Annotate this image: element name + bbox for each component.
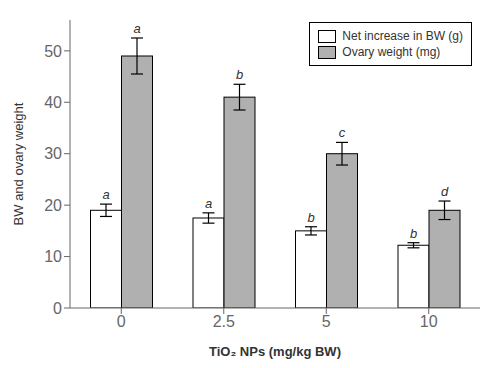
svg-text:a: a (205, 196, 212, 211)
svg-text:0: 0 (117, 313, 126, 330)
svg-text:b: b (307, 210, 314, 225)
svg-text:2.5: 2.5 (213, 313, 235, 330)
svg-text:b: b (236, 67, 243, 82)
svg-text:b: b (410, 226, 417, 241)
svg-text:0: 0 (53, 300, 62, 317)
svg-text:d: d (441, 184, 449, 199)
svg-text:10: 10 (44, 248, 62, 265)
svg-text:10: 10 (420, 313, 438, 330)
svg-text:a: a (133, 21, 140, 36)
html-text:Net increase in BW (g): Net increase in BW (g) (342, 29, 463, 43)
svg-text:5: 5 (322, 313, 331, 330)
svg-text:c: c (339, 125, 346, 140)
svg-text:BW and ovary weight: BW and ovary weight (11, 102, 26, 225)
svg-text:50: 50 (44, 43, 62, 60)
svg-text:a: a (102, 187, 109, 202)
svg-text:40: 40 (44, 94, 62, 111)
svg-text:20: 20 (44, 197, 62, 214)
html-text:Ovary weight (mg): Ovary weight (mg) (342, 45, 441, 59)
svg-text:30: 30 (44, 145, 62, 162)
svg-text:TiO₂ NPs (mg/kg BW): TiO₂ NPs (mg/kg BW) (209, 344, 341, 359)
